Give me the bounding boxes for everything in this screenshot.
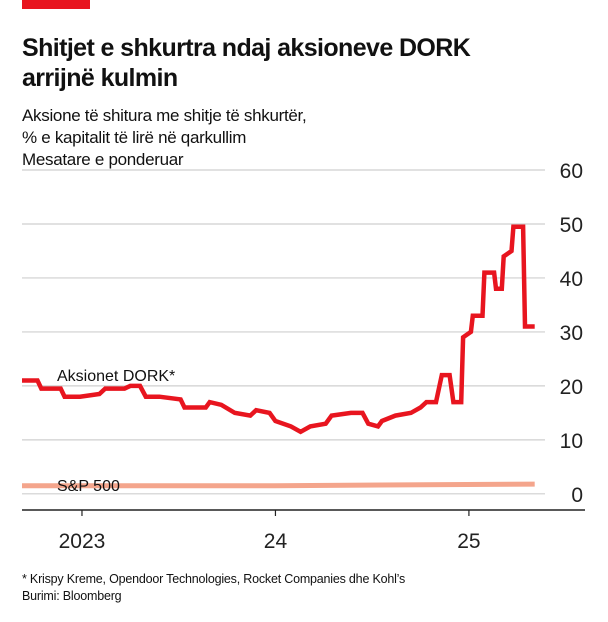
y-tick-label: 30: [560, 322, 583, 345]
series-line: [22, 224, 535, 435]
series-line: [22, 481, 535, 489]
subtitle: % e kapitalit të lirë në qarkullim: [22, 128, 246, 147]
y-tick-label: 60: [560, 160, 583, 183]
y-tick-label: 40: [560, 268, 583, 291]
legend-label: Aksionet DORK*: [57, 368, 175, 385]
y-tick-label: 20: [560, 376, 583, 399]
subtitle: Aksione të shitura me shitje të shkurtër…: [22, 106, 306, 125]
y-tick-label: 50: [560, 214, 583, 237]
legend-label: S&P 500: [57, 478, 120, 495]
x-tick-label: 24: [264, 530, 288, 553]
chart-title: Shitjet e shkurtra ndaj aksioneve DORK: [22, 34, 471, 62]
x-tick-label: 2023: [59, 530, 106, 553]
brand-bar: [22, 0, 90, 9]
y-tick-label: 10: [560, 430, 583, 453]
source: Burimi: Bloomberg: [22, 589, 122, 603]
chart-title: arrijnë kulmin: [22, 64, 178, 92]
y-tick-label: 0: [571, 484, 583, 507]
x-tick-label: 25: [457, 530, 480, 553]
subtitle: Mesatare e ponderuar: [22, 150, 184, 169]
footnote: * Krispy Kreme, Opendoor Technologies, R…: [22, 572, 405, 586]
